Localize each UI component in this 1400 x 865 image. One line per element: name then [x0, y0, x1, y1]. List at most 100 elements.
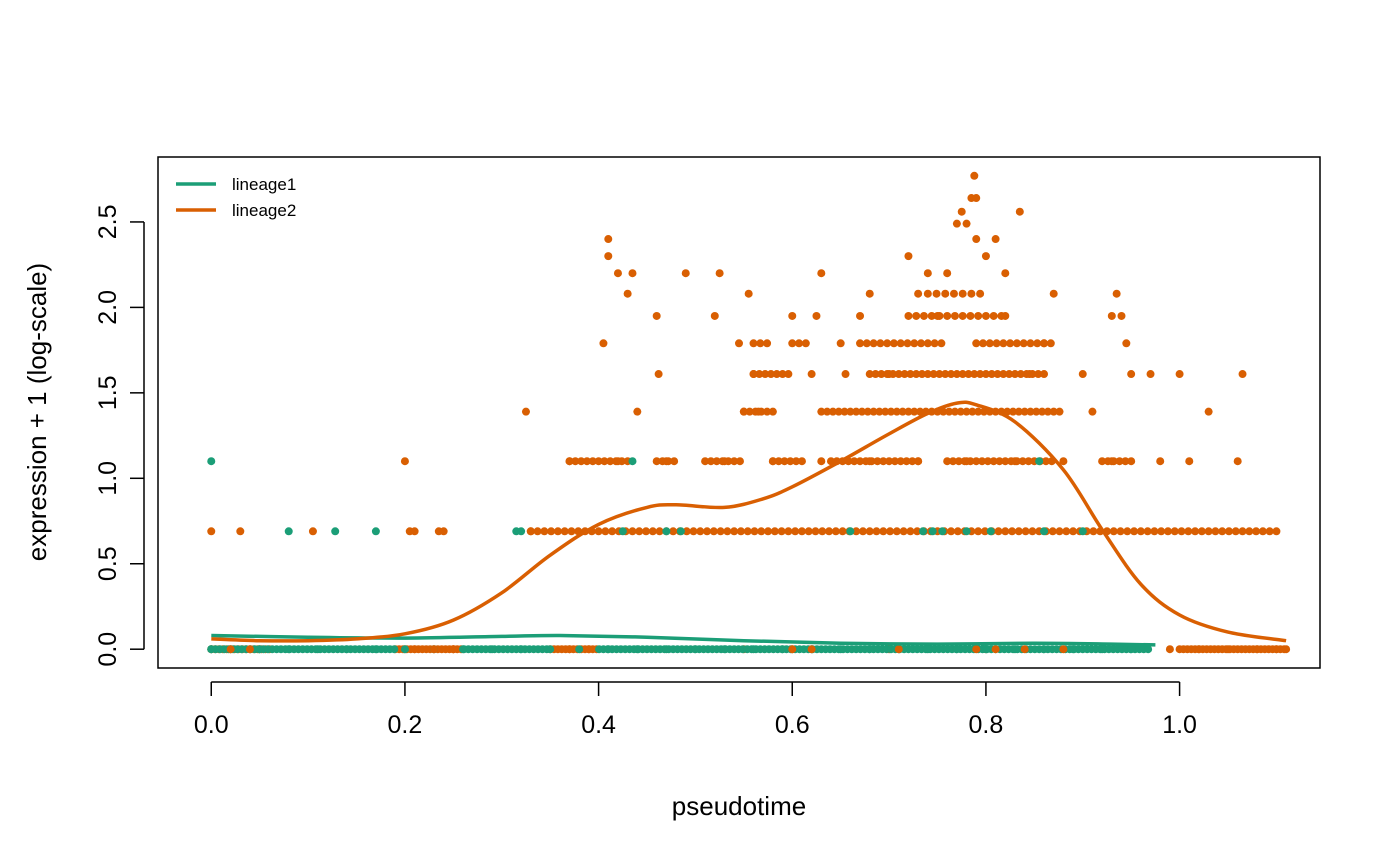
data-point-lineage2 — [906, 527, 915, 536]
data-point-lineage2 — [952, 219, 961, 228]
data-point-lineage2 — [976, 370, 985, 379]
data-point-lineage2 — [900, 370, 909, 379]
data-point-lineage1 — [517, 527, 526, 536]
data-point-lineage2 — [932, 289, 941, 298]
data-point-lineage2 — [1224, 645, 1233, 654]
data-point-lineage2 — [865, 527, 874, 536]
data-point-lineage2 — [601, 527, 610, 536]
data-point-lineage2 — [1038, 407, 1047, 416]
y-tick-label: 1.0 — [94, 461, 122, 496]
data-point-lineage2 — [1185, 457, 1194, 466]
data-point-lineage2 — [749, 339, 758, 348]
data-point-lineage1 — [633, 645, 642, 654]
data-point-lineage2 — [604, 235, 613, 244]
data-point-lineage2 — [1204, 407, 1213, 416]
data-point-lineage2 — [766, 370, 775, 379]
data-point-lineage2 — [885, 457, 894, 466]
data-point-lineage2 — [949, 457, 957, 466]
data-point-lineage2 — [777, 527, 786, 536]
data-point-lineage2 — [1245, 527, 1254, 536]
data-point-lineage1 — [342, 645, 351, 654]
data-point-lineage2 — [604, 252, 613, 261]
data-point-lineage2 — [797, 527, 806, 536]
data-point-lineage2 — [1253, 645, 1262, 654]
data-point-lineage1 — [1144, 645, 1153, 654]
data-point-lineage2 — [1233, 457, 1242, 466]
data-point-lineage2 — [801, 339, 810, 348]
data-point-lineage2 — [735, 457, 744, 466]
data-point-lineage2 — [1127, 457, 1136, 466]
data-point-lineage2 — [918, 370, 927, 379]
data-point-lineage2 — [828, 407, 837, 416]
data-point-lineage1 — [778, 645, 787, 654]
data-point-lineage2 — [662, 457, 671, 466]
data-point-lineage2 — [755, 370, 764, 379]
data-point-lineage2 — [608, 527, 617, 536]
data-point-lineage2 — [1034, 370, 1043, 379]
data-point-lineage2 — [245, 645, 254, 654]
y-tick-label: 0.0 — [94, 632, 122, 667]
data-point-lineage2 — [764, 527, 773, 536]
data-point-lineage2 — [1049, 289, 1058, 298]
data-point-lineage2 — [995, 457, 1004, 466]
data-point-lineage2 — [1143, 527, 1152, 536]
data-point-lineage2 — [786, 457, 795, 466]
data-point-lineage1 — [918, 527, 927, 536]
data-point-lineage2 — [898, 407, 907, 416]
data-point-lineage2 — [763, 339, 772, 348]
smooth-curve-lineage2 — [211, 400, 1287, 643]
data-point-lineage2 — [226, 645, 235, 654]
x-axis: 0.0 0.2 0.4 0.6 0.8 1.0 — [194, 681, 1197, 739]
data-point-lineage2 — [560, 527, 569, 536]
data-point-lineage2 — [836, 339, 845, 348]
data-point-lineage2 — [797, 457, 806, 466]
data-point-lineage2 — [856, 339, 865, 348]
data-point-lineage2 — [980, 527, 989, 536]
data-point-lineage2 — [923, 339, 932, 348]
data-point-lineage2 — [642, 527, 651, 536]
data-point-lineage2 — [1055, 407, 1064, 416]
data-point-lineage2 — [1150, 527, 1159, 536]
data-point-lineage2 — [792, 457, 801, 466]
data-point-lineage2 — [914, 457, 923, 466]
data-point-lineage2 — [968, 407, 977, 416]
data-point-lineage2 — [681, 269, 690, 278]
data-point-lineage2 — [817, 457, 826, 466]
y-axis-label: expression + 1 (log-scale) — [22, 263, 52, 561]
curves-layer — [211, 400, 1287, 647]
data-point-lineage2 — [744, 289, 753, 298]
data-point-lineage2 — [1020, 407, 1029, 416]
data-point-lineage2 — [807, 645, 816, 654]
data-point-lineage1 — [865, 645, 874, 654]
data-point-lineage1 — [371, 527, 380, 536]
x-tick-label: 1.0 — [1162, 711, 1197, 739]
data-point-lineage2 — [892, 407, 901, 416]
data-point-lineage2 — [950, 311, 959, 320]
data-point-lineage2 — [953, 527, 962, 536]
data-point-lineage2 — [788, 645, 797, 654]
data-point-lineage2 — [826, 457, 835, 466]
data-point-lineage2 — [923, 289, 932, 298]
data-point-lineage2 — [1238, 370, 1247, 379]
data-point-lineage2 — [945, 407, 954, 416]
data-point-lineage2 — [954, 457, 963, 466]
data-point-lineage1 — [749, 645, 758, 654]
data-point-lineage2 — [788, 339, 797, 348]
data-point-lineage2 — [1006, 339, 1015, 348]
data-point-lineage2 — [533, 527, 542, 536]
data-point-lineage2 — [1059, 645, 1068, 654]
data-point-lineage2 — [696, 527, 705, 536]
data-point-lineage2 — [981, 311, 990, 320]
data-point-lineage2 — [1041, 457, 1050, 466]
data-point-lineage2 — [1258, 527, 1267, 536]
data-point-lineage2 — [904, 311, 913, 320]
data-point-lineage2 — [970, 370, 979, 379]
data-point-lineage2 — [850, 457, 859, 466]
data-point-lineage2 — [857, 407, 866, 416]
data-point-lineage2 — [863, 407, 872, 416]
data-point-lineage1 — [546, 645, 555, 654]
data-point-lineage2 — [875, 407, 884, 416]
data-point-lineage2 — [703, 527, 712, 536]
data-point-lineage2 — [628, 269, 637, 278]
data-point-lineage2 — [739, 407, 748, 416]
